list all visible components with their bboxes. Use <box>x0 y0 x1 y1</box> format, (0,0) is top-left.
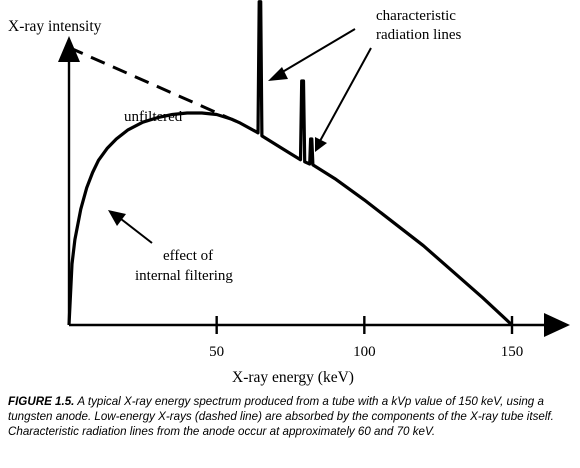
x-tick-label: 50 <box>209 344 224 360</box>
series-layer <box>67 0 514 327</box>
x-ticks: 50 100 150 <box>209 316 523 360</box>
series-unfiltered-line <box>68 46 241 125</box>
y-axis-label: X-ray intensity <box>8 18 102 35</box>
arrow-line-1 <box>268 28 356 81</box>
annotation-internal-filtering: internal filtering <box>135 268 233 284</box>
arrow-filtering <box>108 210 153 244</box>
arrowhead-icon <box>315 137 327 152</box>
annotation-effect-of: effect of <box>163 248 213 264</box>
x-tick-label: 100 <box>353 344 376 360</box>
caption-text: A typical X-ray energy spectrum produced… <box>8 395 554 438</box>
arrow-line-2 <box>315 47 372 152</box>
series-spectrum-line <box>67 0 514 327</box>
annotation-radiation-lines: radiation lines <box>376 27 462 43</box>
annotation-characteristic: characteristic <box>376 8 456 24</box>
x-tick-label: 150 <box>501 344 524 360</box>
annotation-unfiltered: unfiltered <box>124 109 183 125</box>
arrowhead-icon <box>108 210 126 226</box>
caption-label: FIGURE 1.5. <box>8 395 75 408</box>
x-axis-arrow-icon <box>544 313 570 337</box>
arrowhead-icon <box>268 67 288 81</box>
figure-caption: FIGURE 1.5. A typical X-ray energy spectr… <box>8 394 574 439</box>
x-axis-label: X-ray energy (keV) <box>232 369 354 386</box>
